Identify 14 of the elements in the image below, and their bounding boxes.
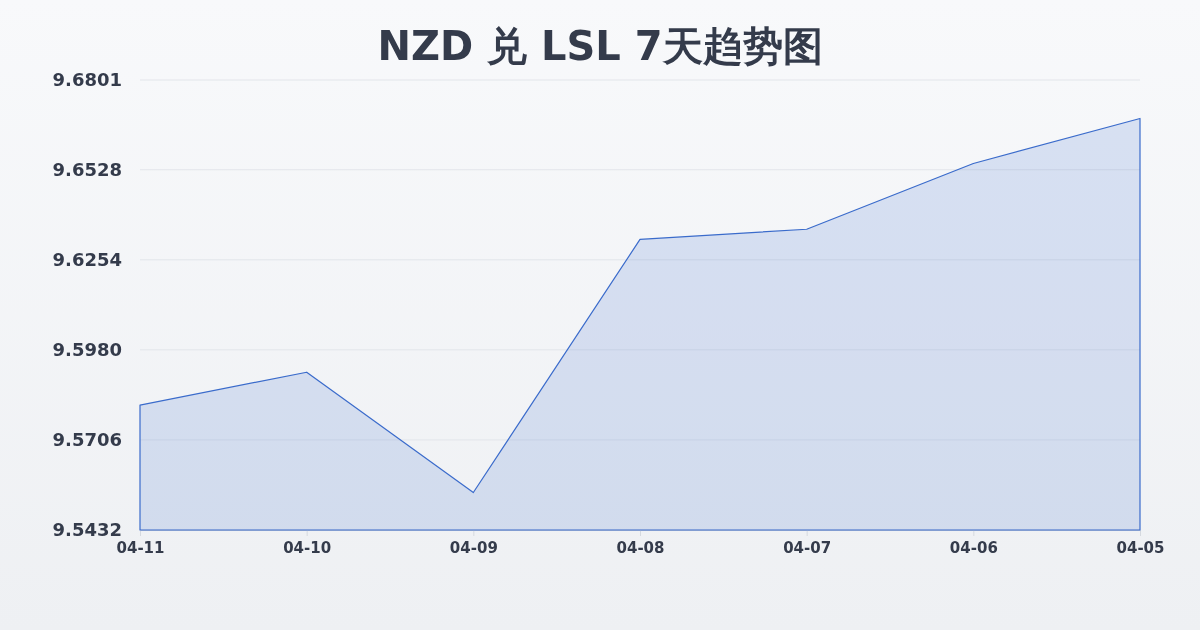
x-tick-label: 04-08 [616,538,665,557]
x-tick-label: 04-05 [1116,538,1165,557]
y-tick-label: 9.6254 [52,249,122,271]
x-tick-label: 04-07 [783,538,832,557]
x-tick-label: 04-06 [949,538,998,557]
y-tick-label: 9.5980 [52,339,122,361]
y-tick-label: 9.5706 [52,429,122,451]
chart-title: NZD 兑 LSL 7天趋势图 [377,23,823,69]
y-tick-label: 9.6801 [52,69,122,91]
x-tick-label: 04-11 [116,538,165,557]
x-tick-label: 04-10 [283,538,332,557]
y-tick-label: 9.6528 [52,159,122,180]
x-tick-label: 04-09 [449,538,498,557]
y-tick-label: 9.5432 [52,519,122,541]
